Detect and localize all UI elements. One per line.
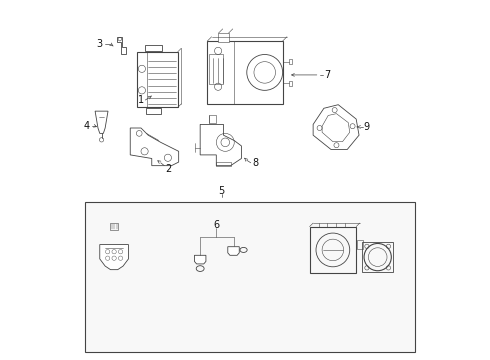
Text: 2: 2 xyxy=(165,163,171,174)
Bar xyxy=(110,224,118,230)
Text: 7: 7 xyxy=(324,70,331,80)
Bar xyxy=(146,45,162,51)
Text: 8: 8 xyxy=(253,158,259,168)
Polygon shape xyxy=(195,255,206,264)
Text: 6: 6 xyxy=(213,220,220,230)
Bar xyxy=(216,162,231,166)
Polygon shape xyxy=(130,128,179,166)
Polygon shape xyxy=(117,37,126,54)
Text: 5: 5 xyxy=(219,186,225,197)
Polygon shape xyxy=(200,125,242,166)
Bar xyxy=(207,41,283,104)
Bar xyxy=(289,81,292,86)
Polygon shape xyxy=(95,111,108,134)
Polygon shape xyxy=(322,114,350,141)
Bar xyxy=(137,52,178,107)
Bar xyxy=(219,33,228,42)
Polygon shape xyxy=(228,247,239,255)
Bar xyxy=(85,202,416,352)
Bar xyxy=(147,108,161,114)
Bar xyxy=(357,240,363,249)
Polygon shape xyxy=(313,105,359,149)
Bar xyxy=(289,59,292,64)
Text: 9: 9 xyxy=(364,122,370,132)
Text: 1: 1 xyxy=(138,95,144,105)
Bar xyxy=(209,116,216,123)
Text: 3: 3 xyxy=(97,40,103,49)
Polygon shape xyxy=(100,244,128,270)
Bar xyxy=(209,54,223,84)
Bar xyxy=(310,226,356,273)
Text: 4: 4 xyxy=(83,121,90,131)
Bar xyxy=(363,242,393,273)
